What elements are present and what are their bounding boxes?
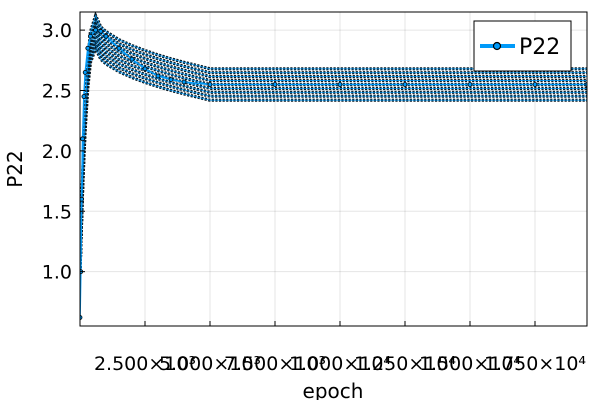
- series-point: [85, 45, 91, 51]
- series-point: [207, 82, 213, 87]
- series-point: [116, 45, 122, 51]
- x-tick-label: 2.500×10³: [94, 353, 196, 375]
- series-point: [467, 82, 473, 87]
- x-tick-label: 7.500×10³: [224, 353, 326, 375]
- series-layer: [80, 12, 587, 320]
- x-tick-label: 1.500×10⁴: [419, 353, 521, 375]
- x-axis-label: epoch: [303, 379, 364, 400]
- series-point: [129, 56, 135, 62]
- legend-label: P22: [519, 35, 560, 60]
- y-tick-label: 2.5: [42, 81, 72, 103]
- series-line: [80, 29, 587, 318]
- plot-frame: [79, 11, 588, 327]
- series-point: [168, 77, 174, 82]
- x-tick-label: 1.750×10⁴: [484, 353, 586, 375]
- x-tick-labels: 2.500×10³5.000×10³7.500×10³1.000×10⁴1.25…: [94, 353, 586, 375]
- y-tick-label: 1.5: [42, 201, 72, 223]
- y-tick-label: 1.0: [42, 262, 72, 284]
- x-tick-label: 1.250×10⁴: [354, 353, 456, 375]
- series-point: [155, 73, 161, 79]
- series-point: [80, 136, 85, 142]
- series-point: [98, 28, 104, 34]
- series-point: [81, 94, 87, 99]
- legend-marker-swatch: [492, 41, 502, 51]
- series-point: [272, 82, 278, 87]
- series-point: [82, 70, 88, 75]
- series-point: [142, 66, 148, 72]
- series-point: [93, 27, 98, 33]
- series-point: [103, 33, 109, 39]
- x-tick-label: 5.000×10³: [159, 353, 261, 375]
- series-trace-line: [80, 14, 587, 272]
- y-tick-label: 2.0: [42, 141, 72, 163]
- y-tick-label: 3.0: [42, 20, 72, 42]
- series-point: [88, 33, 93, 39]
- series-point: [181, 79, 187, 85]
- y-tick-labels: 1.0 1.5 2.0 2.5 3.0: [42, 20, 72, 284]
- tick-marks: [80, 29, 536, 326]
- x-tick-label: 1.000×10⁴: [289, 353, 391, 375]
- legend: P22: [473, 20, 572, 72]
- series-point: [532, 82, 538, 87]
- series-point: [80, 196, 84, 202]
- y-axis-label: P22: [3, 150, 27, 188]
- series-point: [402, 82, 408, 87]
- series-point: [337, 82, 343, 87]
